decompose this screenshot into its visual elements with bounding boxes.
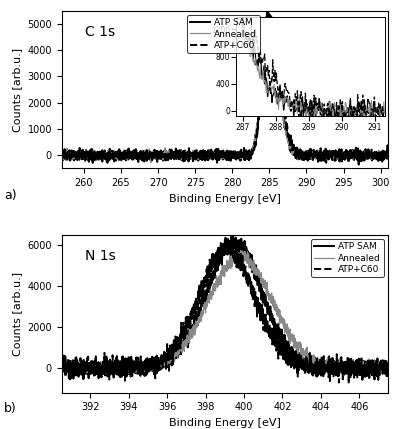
Y-axis label: Counts [arb.u.]: Counts [arb.u.] [12, 272, 22, 356]
Annealed [377, 154, 381, 159]
ATP+C60 [209, 149, 214, 154]
ATP+C60 [377, 373, 381, 378]
ATP+C60 [59, 367, 64, 372]
Annealed [59, 368, 64, 373]
ATP SAM [218, 254, 223, 260]
ATP SAM [267, 11, 271, 16]
Annealed [148, 160, 153, 165]
Line: Annealed: Annealed [62, 251, 388, 378]
ATP SAM [209, 150, 214, 155]
X-axis label: Binding Energy [eV]: Binding Energy [eV] [169, 418, 281, 428]
Legend: ATP SAM, Annealed, ATP+C60: ATP SAM, Annealed, ATP+C60 [311, 239, 384, 277]
ATP+C60 [346, 381, 351, 387]
ATP SAM [209, 272, 214, 277]
ATP SAM [59, 364, 64, 369]
Line: ATP+C60: ATP+C60 [62, 11, 388, 163]
X-axis label: Binding Energy [eV]: Binding Energy [eV] [169, 194, 281, 204]
Annealed [377, 360, 381, 365]
ATP+C60 [316, 152, 321, 157]
ATP SAM [316, 151, 321, 157]
ATP+C60 [218, 151, 223, 156]
ATP SAM [230, 231, 234, 236]
ATP SAM [59, 146, 64, 151]
ATP+C60 [223, 235, 228, 240]
ATP SAM [377, 369, 381, 374]
ATP SAM [340, 377, 345, 382]
Annealed [209, 290, 214, 296]
ATP SAM [76, 156, 81, 161]
ATP SAM [377, 154, 381, 159]
Line: Annealed: Annealed [62, 17, 388, 163]
ATP+C60 [386, 154, 390, 160]
Line: ATP SAM: ATP SAM [62, 233, 388, 379]
Annealed [265, 15, 269, 20]
ATP+C60 [265, 8, 270, 13]
Annealed [377, 359, 381, 364]
Annealed [238, 248, 243, 253]
Annealed [76, 367, 81, 372]
ATP SAM [218, 153, 223, 158]
Annealed [209, 154, 214, 160]
Text: N 1s: N 1s [84, 249, 115, 263]
Line: ATP+C60: ATP+C60 [62, 238, 388, 384]
Text: C 1s: C 1s [84, 25, 115, 39]
ATP+C60 [386, 360, 390, 366]
ATP+C60 [377, 151, 381, 157]
Legend: ATP SAM, Annealed, ATP+C60: ATP SAM, Annealed, ATP+C60 [187, 15, 259, 53]
Annealed [316, 151, 321, 156]
Annealed [316, 357, 321, 362]
ATP+C60 [316, 363, 321, 369]
ATP+C60 [218, 252, 223, 257]
Annealed [386, 154, 390, 159]
Annealed [386, 365, 390, 370]
Y-axis label: Counts [arb.u.]: Counts [arb.u.] [12, 48, 22, 132]
ATP+C60 [59, 156, 64, 161]
Annealed [218, 151, 223, 157]
ATP SAM [377, 149, 381, 154]
Text: b): b) [4, 402, 17, 415]
ATP+C60 [90, 160, 95, 166]
Annealed [59, 149, 64, 154]
ATP+C60 [377, 365, 381, 370]
ATP+C60 [76, 154, 81, 160]
ATP+C60 [209, 266, 214, 271]
Text: a): a) [4, 190, 17, 202]
ATP SAM [316, 369, 321, 374]
Annealed [376, 376, 380, 381]
Annealed [377, 155, 381, 160]
ATP SAM [356, 162, 361, 167]
ATP+C60 [377, 152, 381, 157]
ATP SAM [386, 364, 390, 369]
Annealed [218, 270, 223, 275]
ATP SAM [386, 152, 390, 157]
Line: ATP SAM: ATP SAM [62, 14, 388, 165]
ATP SAM [377, 365, 381, 370]
Annealed [76, 150, 81, 155]
ATP+C60 [76, 364, 81, 369]
ATP SAM [76, 371, 81, 376]
